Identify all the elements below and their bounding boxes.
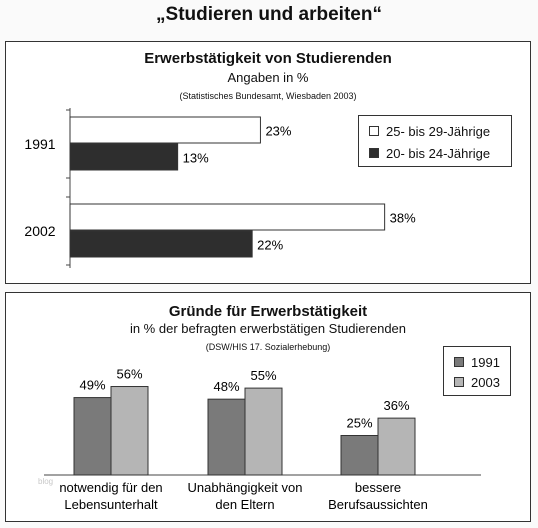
data-label: 25% — [346, 416, 372, 431]
bar-2002-series-2 — [69, 230, 253, 258]
category-label: Lebensunterhalt — [64, 497, 158, 512]
category-label: Unabhängigkeit von — [188, 480, 303, 495]
legend-item-20-24: 20- bis 24-Jährige — [369, 145, 490, 161]
chart1-subtitle: Angaben in % — [227, 70, 309, 85]
data-label: 48% — [213, 379, 239, 394]
category-label: notwendig für den — [59, 480, 162, 495]
bar-group-1-series-1991 — [73, 397, 112, 476]
chart2-legend: 1991 2003 — [443, 346, 511, 396]
data-label: 13% — [183, 151, 209, 166]
legend-label: 1991 — [471, 354, 500, 370]
chart1-plot: 1991 23% 13% 2002 38% 22% — [24, 108, 416, 268]
chart2-title: Gründe für Erwerbstätigkeit — [168, 303, 368, 320]
bar-group-3-series-1991 — [340, 435, 379, 476]
legend-swatch — [454, 357, 464, 367]
chart2-plot: 49% 56% notwendig für den Lebensunterhalt 48… — [44, 367, 481, 512]
chart1-title: Erwerbstätigkeit von Studierenden — [144, 50, 392, 67]
chart2-subtitle: in % der befragten erwerbstätigen Studie… — [129, 321, 407, 336]
data-label: 55% — [250, 368, 276, 383]
chart1-source: (Statistisches Bundesamt, Wiesbaden 2003… — [179, 91, 357, 101]
chart2-source: (DSW/HIS 17. Sozialerhebung) — [205, 342, 331, 352]
category-label: bessere — [355, 480, 401, 495]
page-title: „Studieren und arbeiten“ — [156, 4, 382, 25]
legend-label: 20- bis 24-Jährige — [386, 145, 491, 161]
bar-1991-series-1 — [69, 116, 261, 144]
category-label-1991: 1991 — [24, 136, 55, 152]
bar-1991-series-2 — [69, 143, 179, 171]
employment-chart-panel: Erwerbstätigkeit von Studierenden Angabe… — [5, 41, 531, 284]
category-label-2002: 2002 — [24, 223, 55, 239]
legend-swatch — [454, 377, 464, 387]
category-label: Berufsaussichten — [328, 497, 428, 512]
legend-label: 25- bis 29-Jährige — [386, 123, 491, 139]
data-label: 38% — [390, 211, 416, 226]
data-label: 22% — [257, 238, 283, 253]
legend-swatch — [369, 126, 379, 136]
data-label: 36% — [383, 398, 409, 413]
legend-item-2003: 2003 — [454, 374, 500, 390]
bar-group-3-series-2003 — [377, 417, 416, 476]
legend-swatch — [369, 148, 379, 158]
reasons-chart-panel: Gründe für Erwerbstätigkeit in % der bef… — [5, 292, 531, 522]
data-label: 23% — [265, 124, 291, 139]
bar-group-2-series-2003 — [244, 387, 283, 476]
data-label: 56% — [116, 367, 142, 382]
bar-group-1-series-2003 — [110, 386, 149, 476]
legend-label: 2003 — [471, 374, 500, 390]
legend-item-25-29: 25- bis 29-Jährige — [369, 123, 490, 139]
bar-group-2-series-1991 — [207, 398, 246, 476]
data-label: 49% — [79, 378, 105, 393]
bar-2002-series-1 — [69, 203, 386, 231]
watermark: blog — [38, 477, 54, 486]
category-label: den Eltern — [215, 497, 274, 512]
legend-item-1991: 1991 — [454, 354, 500, 370]
chart1-legend: 25- bis 29-Jährige 20- bis 24-Jährige — [358, 115, 512, 167]
